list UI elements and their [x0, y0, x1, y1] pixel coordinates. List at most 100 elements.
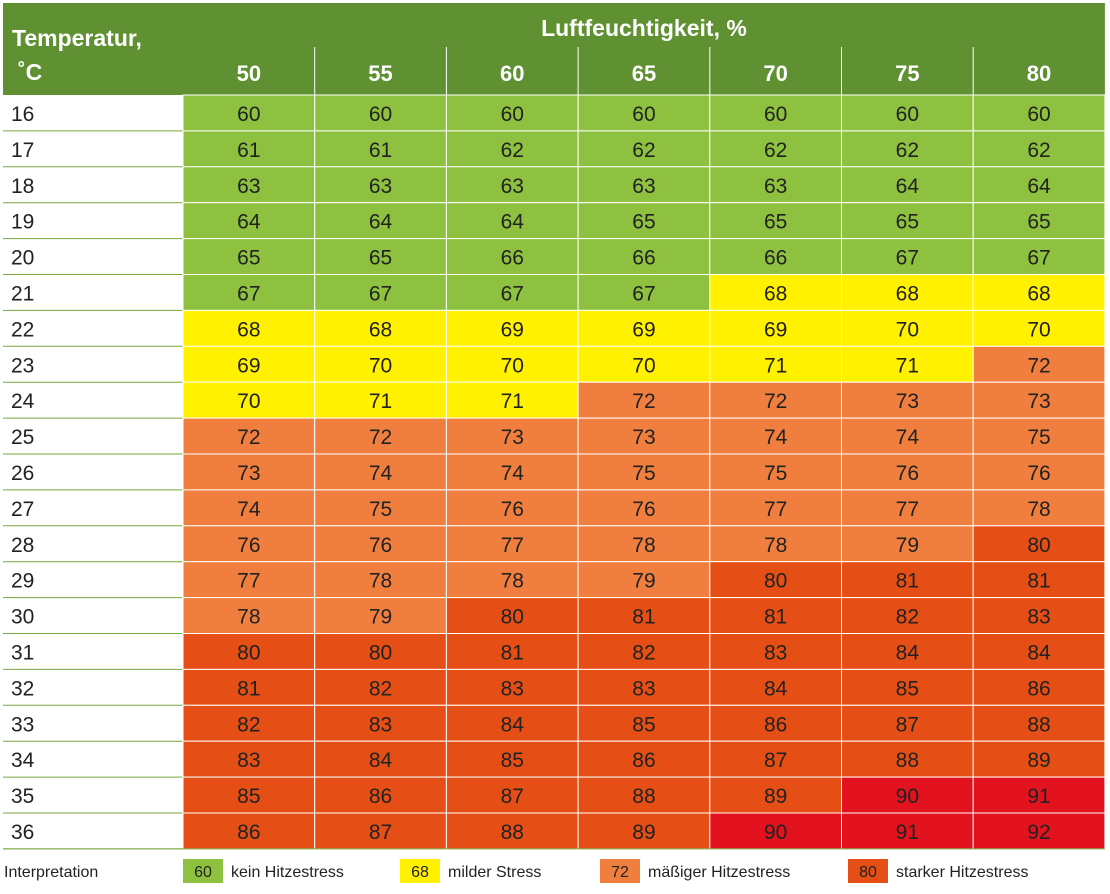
- heat-cell-value: 75: [764, 462, 787, 485]
- heat-cell-value: 91: [1027, 785, 1050, 808]
- row-label-23: 23: [11, 354, 34, 377]
- row-label-33: 33: [11, 713, 34, 736]
- heat-cell: [972, 704, 1106, 742]
- heat-cell-value: 70: [632, 354, 655, 377]
- heat-cell-value: 85: [632, 713, 655, 736]
- heat-cell-value: 63: [369, 175, 392, 198]
- column-header-60: 60: [500, 61, 524, 86]
- heat-cell: [972, 202, 1106, 240]
- heat-cell: [445, 345, 579, 383]
- heat-cell: [314, 381, 447, 419]
- heat-cell-value: 65: [896, 211, 919, 234]
- heat-cell-value: 67: [237, 282, 260, 305]
- heat-cell: [841, 202, 974, 240]
- heat-cell-value: 90: [896, 785, 919, 808]
- heat-cell: [182, 130, 316, 168]
- heat-cell: [972, 525, 1106, 563]
- row-header-label: Temperatur,: [12, 25, 142, 51]
- heat-cell: [577, 345, 711, 383]
- row-label-32: 32: [11, 677, 34, 700]
- row-label-27: 27: [11, 498, 34, 521]
- heat-cell-value: 69: [501, 318, 524, 341]
- heat-cell: [445, 453, 579, 491]
- heat-cell-value: 86: [764, 713, 787, 736]
- heat-cell-value: 83: [632, 677, 655, 700]
- heat-cell-value: 65: [764, 211, 787, 234]
- heat-cell-value: 77: [896, 498, 919, 521]
- heat-cell-value: 66: [764, 247, 787, 270]
- row-label-35: 35: [11, 785, 34, 808]
- heat-cell-value: 89: [1027, 749, 1050, 772]
- heat-cell: [182, 417, 316, 455]
- heat-cell-value: 71: [764, 354, 787, 377]
- column-header-70: 70: [763, 61, 787, 86]
- heat-cell: [314, 704, 447, 742]
- heat-cell-value: 73: [632, 426, 655, 449]
- heat-cell: [445, 561, 579, 599]
- heat-cell: [577, 561, 711, 599]
- column-header-label: Luftfeuchtigkeit, %: [541, 15, 747, 41]
- heat-cell: [314, 525, 447, 563]
- row-label-19: 19: [11, 211, 34, 234]
- heat-cell: [182, 740, 316, 778]
- heat-cell-value: 78: [764, 534, 787, 557]
- heat-cell-value: 81: [896, 570, 919, 593]
- heat-cell-value: 74: [501, 462, 525, 485]
- heat-cell: [709, 238, 842, 276]
- heat-cell-value: 63: [632, 175, 655, 198]
- heat-cell-value: 61: [237, 139, 260, 162]
- heat-cell-value: 81: [632, 606, 655, 629]
- heat-cell: [841, 94, 974, 132]
- heat-cell: [182, 561, 316, 599]
- heat-cell-value: 83: [764, 641, 787, 664]
- legend-swatch: [600, 859, 640, 883]
- heat-cell: [841, 166, 974, 204]
- column-header-50: 50: [237, 61, 261, 86]
- heat-cell-value: 86: [632, 749, 655, 772]
- heat-cell-value: 85: [501, 749, 524, 772]
- heat-cell-value: 62: [896, 139, 919, 162]
- heat-cell-value: 74: [764, 426, 788, 449]
- heat-cell: [314, 561, 447, 599]
- heat-cell: [314, 489, 447, 527]
- column-header-65: 65: [632, 61, 656, 86]
- heat-cell-value: 78: [237, 606, 260, 629]
- heat-cell: [445, 166, 579, 204]
- heat-cell-value: 78: [369, 570, 392, 593]
- header-bar: [3, 3, 1105, 95]
- heat-cell-value: 88: [632, 785, 655, 808]
- heat-cell: [972, 94, 1106, 132]
- heat-cell: [445, 776, 579, 814]
- heat-cell: [841, 309, 974, 347]
- heat-cell-value: 71: [369, 390, 392, 413]
- heat-cell-value: 85: [896, 677, 919, 700]
- heat-cell-value: 66: [501, 247, 524, 270]
- heat-cell: [182, 668, 316, 706]
- heat-cell-value: 65: [369, 247, 392, 270]
- heat-cell-value: 72: [1027, 354, 1050, 377]
- heat-cell-value: 67: [501, 282, 524, 305]
- heat-cell: [841, 740, 974, 778]
- heat-cell: [972, 668, 1106, 706]
- heat-cell-value: 65: [1027, 211, 1050, 234]
- heat-cell-value: 60: [896, 103, 919, 126]
- heat-cell-value: 74: [237, 498, 261, 521]
- heat-cell: [577, 597, 711, 634]
- heat-cell-value: 89: [632, 821, 655, 844]
- heat-cell: [841, 417, 974, 455]
- heat-cell: [709, 130, 842, 168]
- heat-cell-value: 71: [896, 354, 919, 377]
- heat-cell-value: 69: [764, 318, 787, 341]
- legend-label: starker Hitzestress: [896, 864, 1028, 881]
- heat-cell-value: 68: [1027, 282, 1050, 305]
- heat-cell: [182, 704, 316, 742]
- row-header-unit: ˚C: [18, 59, 42, 85]
- heat-cell-value: 62: [1027, 139, 1050, 162]
- heat-cell: [709, 525, 842, 563]
- heat-cell: [709, 166, 842, 204]
- heat-cell-value: 84: [501, 713, 525, 736]
- heat-cell-value: 60: [369, 103, 392, 126]
- heat-cell: [577, 525, 711, 563]
- heat-cell: [445, 740, 579, 778]
